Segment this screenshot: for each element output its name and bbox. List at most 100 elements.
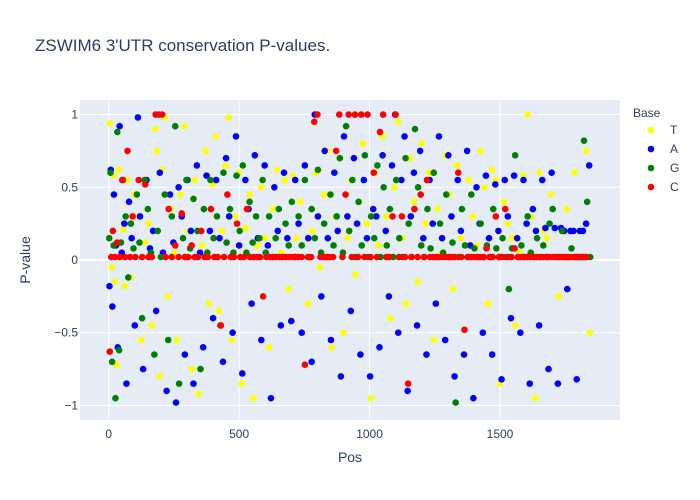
data-point-C — [106, 348, 114, 355]
y-tick-label: −1 — [64, 398, 78, 412]
data-point-A — [172, 399, 180, 406]
data-point-A — [235, 242, 243, 249]
data-point-C — [126, 253, 134, 261]
legend-item-A[interactable]: A — [647, 142, 678, 156]
data-point-C — [135, 176, 142, 184]
data-point-A — [498, 375, 505, 383]
data-point-A — [394, 329, 402, 337]
data-point-G — [114, 128, 121, 136]
data-point-G — [383, 242, 391, 249]
data-point-A — [238, 370, 246, 377]
data-point-T — [242, 224, 249, 232]
data-point-A — [308, 358, 315, 366]
data-point-A — [298, 329, 306, 337]
legend-marker — [647, 183, 655, 191]
data-point-C — [345, 111, 352, 118]
data-point-T — [410, 198, 418, 206]
data-point-T — [188, 365, 195, 373]
data-point-G — [226, 205, 234, 213]
data-point-T — [215, 307, 223, 315]
data-point-A — [353, 220, 361, 227]
data-point-T — [504, 220, 512, 227]
data-point-C — [109, 227, 117, 235]
data-point-G — [471, 245, 478, 252]
data-point-A — [331, 169, 338, 177]
data-point-G — [568, 245, 575, 252]
data-point-C — [361, 253, 368, 261]
data-point-T — [218, 227, 226, 235]
data-point-G — [505, 285, 513, 293]
data-point-G — [272, 234, 279, 242]
data-point-A — [479, 329, 487, 337]
data-point-A — [267, 394, 275, 402]
data-point-A — [366, 373, 374, 380]
data-point-T — [469, 213, 476, 220]
data-point-A — [373, 213, 380, 220]
data-point-A — [382, 227, 390, 235]
data-point-G — [144, 205, 152, 213]
data-point-A — [149, 227, 157, 235]
legend-item-T[interactable]: T — [647, 123, 678, 137]
data-point-G — [112, 394, 119, 402]
data-point-A — [181, 351, 189, 358]
y-tick-label: 1 — [71, 108, 78, 122]
data-point-A — [152, 307, 160, 315]
legend-item-C[interactable]: C — [647, 180, 679, 194]
data-point-A — [488, 351, 496, 358]
data-point-A — [350, 154, 358, 162]
data-point-C — [501, 205, 509, 213]
data-point-T — [293, 234, 300, 242]
legend-item-G[interactable]: G — [647, 161, 680, 175]
data-point-G — [171, 122, 179, 130]
data-point-A — [435, 133, 443, 140]
data-point-A — [542, 224, 549, 232]
data-point-C — [511, 245, 518, 252]
data-point-T — [359, 140, 367, 147]
data-point-C — [483, 245, 490, 252]
data-point-G — [256, 234, 263, 242]
data-point-G — [424, 205, 431, 213]
data-point-A — [121, 220, 128, 227]
data-point-A — [423, 351, 430, 358]
data-point-A — [206, 227, 214, 235]
data-point-T — [205, 300, 213, 307]
data-point-C — [224, 191, 231, 198]
data-point-G — [124, 274, 132, 281]
data-point-T — [222, 162, 229, 169]
data-point-A — [485, 234, 493, 242]
data-point-A — [291, 176, 299, 184]
data-point-A — [327, 336, 335, 344]
data-point-T — [202, 147, 210, 155]
data-point-C — [420, 253, 428, 261]
data-point-T — [344, 234, 351, 242]
data-point-A — [280, 169, 288, 177]
data-point-G — [533, 234, 541, 242]
data-point-C — [243, 205, 251, 213]
data-point-T — [457, 234, 465, 242]
data-point-A — [535, 322, 543, 329]
data-point-T — [141, 239, 149, 246]
data-point-C — [158, 111, 166, 118]
data-point-A — [585, 162, 593, 169]
data-point-G — [414, 183, 422, 191]
data-point-C — [329, 253, 337, 261]
data-point-T — [119, 226, 127, 233]
data-point-C — [370, 169, 378, 177]
data-point-T — [363, 220, 371, 227]
data-point-A — [401, 133, 408, 140]
data-point-A — [219, 358, 227, 366]
data-point-G — [427, 245, 434, 252]
data-point-A — [504, 213, 512, 220]
data-point-T — [228, 336, 236, 344]
data-point-C — [404, 380, 412, 387]
data-point-T — [173, 336, 181, 344]
data-point-T — [138, 336, 145, 344]
data-point-T — [340, 329, 347, 337]
data-point-G — [342, 122, 350, 130]
data-point-A — [163, 387, 170, 395]
data-point-C — [373, 253, 381, 261]
data-point-G — [168, 213, 176, 220]
data-point-G — [583, 198, 591, 206]
data-point-C — [256, 253, 264, 261]
